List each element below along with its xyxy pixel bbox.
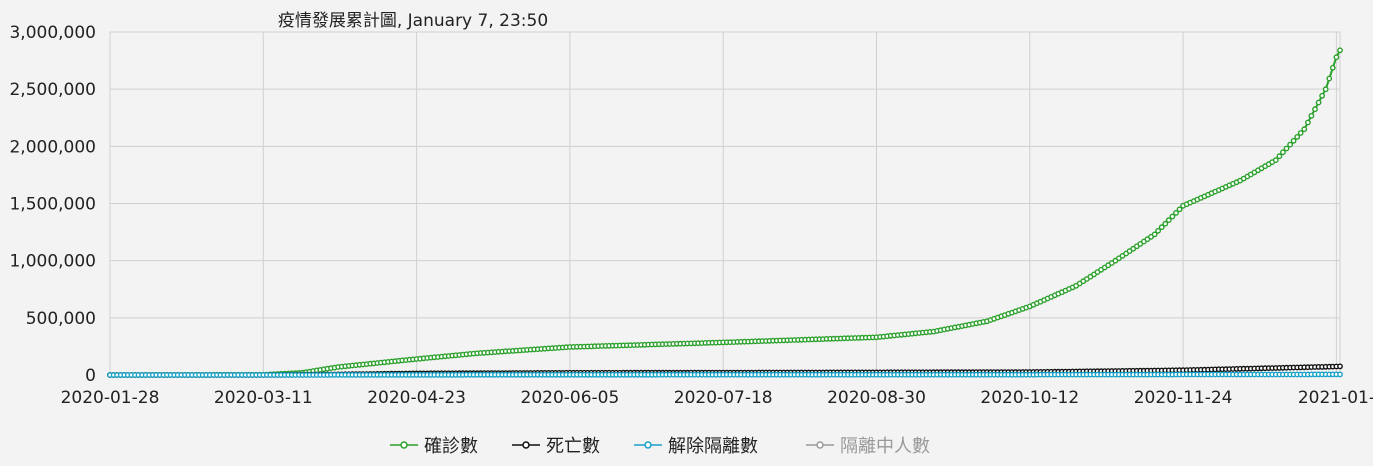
data-point: [1294, 133, 1301, 140]
series-解除隔離數: [107, 371, 1343, 378]
data-point: [1162, 220, 1169, 227]
legend-item[interactable]: 確診數: [390, 436, 478, 457]
y-axis-ticks: 0 500,000 1,000,000 1,500,000 2,000,000 2,500…: [9, 23, 96, 386]
legend-item[interactable]: 死亡數: [512, 436, 600, 457]
data-point: [1319, 92, 1326, 99]
y-tick-label: 2,500,000: [9, 80, 96, 100]
legend-label: 解除隔離數: [668, 436, 758, 457]
legend-swatch-marker: [400, 441, 408, 449]
data-point: [1272, 157, 1279, 164]
data-point: [1165, 217, 1172, 224]
x-tick-label: 2020-11-24: [1134, 388, 1233, 408]
x-tick-label: 2020-07-18: [674, 388, 773, 408]
x-tick-label: 2020-10-12: [980, 388, 1079, 408]
data-point: [1301, 126, 1308, 133]
data-point: [1173, 209, 1179, 216]
data-point: [1333, 54, 1340, 61]
data-point: [1326, 75, 1333, 82]
series-line: [110, 49, 1341, 376]
data-point: [1155, 227, 1162, 234]
legend-item[interactable]: 解除隔離數: [634, 436, 758, 457]
y-tick-label: 2,000,000: [9, 137, 96, 157]
data-point: [1308, 112, 1315, 119]
data-point: [1305, 119, 1311, 126]
data-point: [1322, 86, 1329, 93]
data-point: [1337, 47, 1343, 54]
data-point: [1337, 371, 1343, 378]
y-tick-label: 1,500,000: [9, 195, 96, 215]
legend-label: 隔離中人數: [840, 436, 930, 457]
legend-swatch-marker: [644, 441, 652, 449]
x-tick-label: 2021-01-: [1298, 388, 1373, 408]
data-point: [1276, 153, 1283, 160]
legend-item[interactable]: 隔離中人數: [806, 436, 930, 457]
y-tick-label: 3,000,000: [9, 23, 96, 43]
x-tick-label: 2020-08-30: [827, 388, 926, 408]
data-point: [1297, 130, 1304, 136]
legend-swatch-marker: [816, 441, 824, 449]
data-point: [1283, 145, 1290, 152]
data-point: [1158, 224, 1165, 231]
data-point: [1329, 64, 1336, 71]
legend-swatch-marker: [522, 441, 530, 449]
data-point: [1315, 99, 1322, 106]
y-tick-label: 500,000: [26, 309, 96, 329]
data-point: [1280, 149, 1286, 156]
legend-label: 確診數: [424, 436, 478, 457]
x-tick-label: 2020-06-05: [521, 388, 620, 408]
y-tick-label: 1,000,000: [9, 252, 96, 272]
data-point: [1337, 363, 1343, 370]
legend-label: 死亡數: [546, 436, 600, 457]
legend: 確診數 死亡數 解除隔離數 隔離中人數: [390, 436, 930, 457]
x-tick-label: 2020-01-28: [61, 388, 160, 408]
data-point: [1312, 106, 1318, 113]
data-point: [1290, 137, 1297, 144]
x-axis-ticks: 2020-01-28 2020-03-11 2020-04-23 2020-06-05…: [61, 388, 1373, 408]
series-layer: [107, 47, 1343, 378]
data-point: [1169, 213, 1176, 220]
data-point: [1176, 206, 1183, 213]
data-point: [1151, 231, 1158, 238]
series-確診數: [107, 47, 1343, 378]
chart-title: 疫情發展累計圖, January 7, 23:50: [278, 11, 548, 31]
data-point: [1287, 141, 1294, 148]
y-tick-label: 0: [85, 366, 96, 386]
x-tick-label: 2020-03-11: [214, 388, 313, 408]
x-tick-label: 2020-04-23: [367, 388, 466, 408]
grid: [109, 31, 1341, 376]
